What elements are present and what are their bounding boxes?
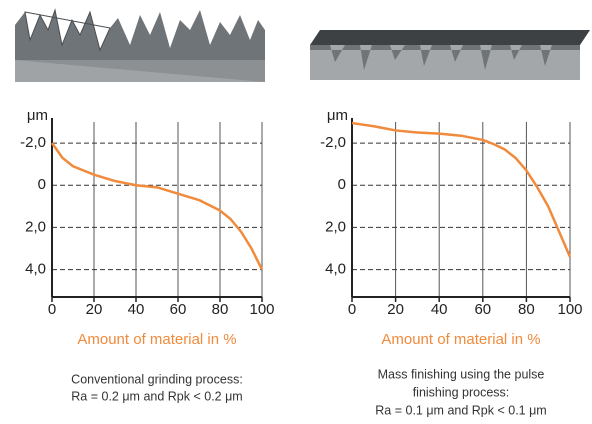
y-tick-label: 4,0 [25,261,46,278]
y-axis-label: μm [327,107,348,124]
caption: Ra = 0.1 μm and Rpk < 0.1 μm [375,403,546,417]
y-tick-label: 2,0 [25,218,46,235]
x-tick-label: 100 [557,301,582,318]
y-tick-label: 0 [338,176,346,193]
x-tick-label: 80 [518,301,535,318]
caption: finishing process: [413,385,510,399]
x-axis-label: Amount of material in % [381,331,540,348]
x-tick-label: 20 [86,301,103,318]
x-tick-label: 60 [474,301,491,318]
y-tick-label: 4,0 [325,261,346,278]
rough-surface [15,10,265,82]
smooth-surface [310,30,590,80]
x-tick-label: 60 [170,301,187,318]
x-tick-label: 0 [48,301,56,318]
curve [52,143,262,270]
y-tick-label: 2,0 [325,218,346,235]
x-tick-label: 40 [431,301,448,318]
y-tick-label: -2,0 [20,134,46,151]
x-tick-label: 0 [348,301,356,318]
x-tick-label: 100 [249,301,274,318]
caption: Conventional grinding process: [71,372,243,386]
y-tick-label: -2,0 [320,134,346,151]
y-axis-label: μm [27,107,48,124]
x-tick-label: 80 [212,301,229,318]
caption: Mass finishing using the pulse [378,367,545,381]
x-axis-label: Amount of material in % [77,331,236,348]
x-tick-label: 20 [387,301,404,318]
page: 0 20 40 60 80 100 -2,0 0 2,0 4,0 μm Amount of mater… [0,0,592,424]
y-tick-label: 0 [38,176,46,193]
caption: Ra = 0.2 μm and Rpk < 0.2 μm [71,389,242,403]
x-tick-label: 40 [128,301,145,318]
